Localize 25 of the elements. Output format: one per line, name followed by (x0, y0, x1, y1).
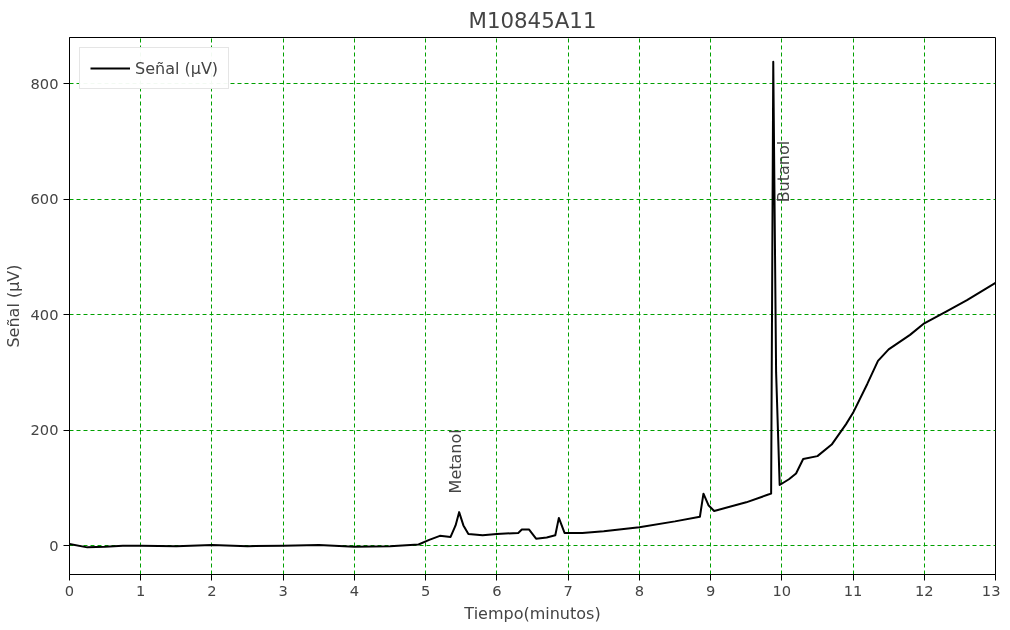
annotation: Butanol (773, 140, 793, 203)
y-tick-label: 200 (30, 421, 59, 439)
x-tick-label: 9 (705, 581, 716, 599)
y-tick-label: 0 (49, 536, 59, 554)
x-tick-label: 8 (634, 581, 645, 599)
x-tick-label: 4 (349, 581, 360, 599)
x-tick-label: 3 (278, 581, 288, 599)
x-tick-label: 7 (563, 581, 573, 599)
x-tick-label: 10 (772, 581, 792, 599)
x-tick-label: 2 (207, 581, 217, 599)
y-axis-title: Señal (µV) (3, 264, 23, 348)
y-tick-label: 600 (30, 190, 59, 208)
x-tick-label: 6 (492, 581, 502, 599)
annotation: Metanol (445, 429, 465, 494)
y-tick-label: 800 (30, 74, 59, 92)
legend-label: Señal (µV) (135, 58, 219, 78)
x-tick-label: 1 (136, 581, 146, 599)
chart-title: M10845A11 (468, 7, 597, 33)
x-tick-label: 13 (981, 581, 1001, 599)
x-axis-title: Tiempo(minutos) (463, 603, 601, 623)
x-tick-label: 12 (914, 581, 934, 599)
y-tick-label: 400 (30, 305, 59, 323)
x-tick-label: 11 (843, 581, 863, 599)
x-tick-label: 0 (64, 581, 75, 599)
x-tick-label: 5 (420, 581, 431, 599)
